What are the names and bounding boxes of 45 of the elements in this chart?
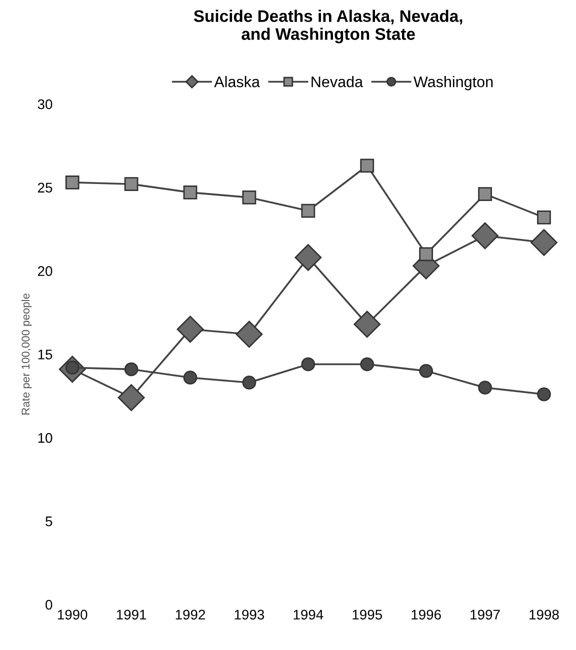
x-tick-label: 1993 [234,610,264,620]
point [360,357,374,372]
point [294,244,322,271]
point [65,175,80,190]
legend-label: Alaska [214,76,260,88]
point [118,384,145,412]
y-tick-label: 0 [46,600,52,610]
point [354,310,381,338]
x-tick-label: 1996 [412,610,441,620]
y-tick-label: 30 [38,99,52,110]
point [360,158,374,173]
point [183,370,198,385]
point [419,247,434,262]
y-axis-title: Rate per 100,000 people [21,294,32,414]
y-tick-label: 25 [38,182,52,193]
point [183,185,198,200]
y-tick-label: 20 [38,266,52,276]
point [242,376,256,390]
x-tick-label: 1998 [530,610,559,620]
legend-label: Nevada [312,76,364,88]
point [472,222,498,250]
chart-title: Suicide Deaths in Alaska, Nevada, and Washington State [194,10,462,44]
point [537,387,551,402]
point [419,364,434,378]
point [530,229,558,256]
point [478,187,492,202]
point [242,190,256,204]
point [478,380,492,395]
point [301,204,316,218]
x-tick-label: 1991 [116,610,146,620]
x-tick-label: 1992 [176,610,205,620]
point [236,320,263,348]
point [124,177,138,192]
point [301,357,316,372]
x-tick-label: 1990 [58,610,88,620]
y-tick-label: 5 [46,516,52,526]
point [176,316,204,343]
x-tick-label: 1997 [470,610,500,620]
y-tick-label: 15 [38,350,52,360]
x-tick-label: 1995 [352,610,382,620]
y-tick-label: 10 [38,433,52,443]
legend-label: Washington [414,76,493,90]
point [537,210,551,224]
x-tick-label: 1994 [294,610,324,620]
point [124,362,138,376]
